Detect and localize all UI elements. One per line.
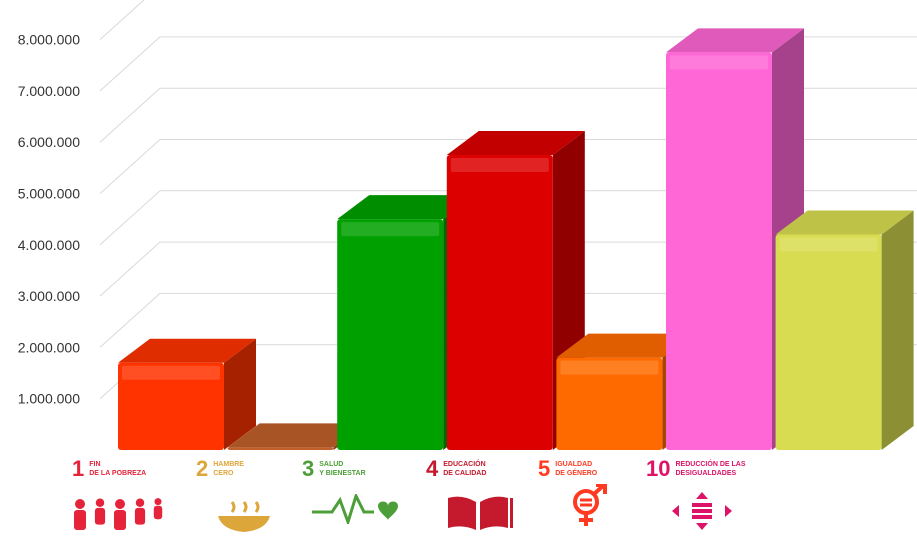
bar-side (881, 210, 914, 450)
gridline (99, 0, 145, 40)
sdg-title-line: EDUCACIÓN (443, 461, 486, 468)
bar-top (337, 195, 476, 220)
heartbeat-icon (312, 491, 402, 529)
y-tick-label: 6.000.000 (18, 134, 80, 150)
bar-front (666, 52, 772, 451)
sdg-number: 2 (196, 456, 209, 481)
sdg-title: HAMBRE CERO (213, 460, 244, 478)
sdg-title: SALUD Y BIENESTAR (319, 460, 365, 478)
sdg-title-line: IGUALDAD (555, 461, 593, 468)
sdg-label: 2 HAMBRE CERO (196, 458, 244, 480)
bar-top (118, 338, 256, 363)
y-tick-label: 1.000.000 (18, 391, 80, 407)
inequality-arrows-icon (670, 492, 734, 535)
sdg-number: 3 (302, 456, 315, 481)
sdg-number: 5 (538, 456, 551, 481)
sdg-label: 10 REDUCCIÓN DE LAS DESIGUALDADES (646, 458, 746, 480)
sdg-title-line: DESIGUALDADES (675, 470, 737, 477)
y-tick-label: 3.000.000 (18, 288, 80, 304)
bar-front (118, 362, 224, 450)
gridline (99, 36, 917, 92)
gridline (99, 241, 917, 297)
sdg-title-line: DE LA POBREZA (89, 470, 147, 477)
bar (775, 210, 914, 450)
bar-front (337, 219, 444, 450)
bowl-icon (214, 498, 274, 539)
sdg-title-line: CERO (213, 470, 234, 477)
gridline (99, 87, 917, 143)
sdg-title-line: SALUD (319, 461, 344, 468)
bar (118, 338, 256, 450)
gridline (99, 139, 917, 194)
bar-side (224, 338, 256, 450)
sdg-title: IGUALDAD DE GÉNERO (555, 460, 597, 478)
bar-highlight (450, 158, 549, 173)
grid-lines (99, 0, 917, 400)
bar-top (446, 131, 585, 156)
book-icon (444, 494, 514, 537)
sdg-title-line: Y BIENESTAR (319, 470, 366, 477)
bar-front (446, 155, 553, 450)
y-tick-label: 4.000.000 (18, 237, 80, 253)
sdg-number: 1 (72, 456, 85, 481)
y-tick-label: 2.000.000 (18, 339, 80, 355)
gridline (99, 190, 917, 246)
bar-highlight (670, 55, 768, 70)
sdg-label: 1 FIN DE LA POBREZA (72, 458, 146, 480)
bar-front (227, 447, 334, 450)
y-axis-ticks: 1.000.000 2.000.000 3.000.000 4.000.000 5.00… (18, 32, 80, 407)
y-tick-label: 8.000.000 (18, 32, 80, 48)
sdg-label: 3 SALUD Y BIENESTAR (302, 458, 366, 480)
sdg-title-line: HAMBRE (213, 461, 244, 468)
bar-front (556, 357, 663, 450)
bar-highlight (779, 237, 878, 252)
bar-top (227, 423, 366, 448)
family-icon (72, 494, 172, 535)
sdg-title-line: REDUCCIÓN DE LAS (675, 461, 746, 468)
sdg-label: 5 IGUALDAD DE GÉNERO (538, 458, 597, 480)
sdg-title: EDUCACIÓN DE CALIDAD (443, 460, 486, 478)
gridline (99, 292, 917, 348)
bar-top (775, 210, 914, 235)
sdg-number: 4 (426, 456, 439, 481)
sdg-title: FIN DE LA POBREZA (89, 460, 146, 478)
gender-equality-icon (566, 483, 610, 533)
bar-front (775, 234, 882, 450)
sdg-label: 4 EDUCACIÓN DE CALIDAD (426, 458, 486, 480)
y-tick-label: 5.000.000 (18, 186, 80, 202)
bar-top (556, 333, 695, 358)
bar-highlight (560, 360, 659, 375)
sdg-title: REDUCCIÓN DE LAS DESIGUALDADES (675, 460, 745, 478)
sdg-title-line: DE CALIDAD (443, 470, 487, 477)
bar-highlight (341, 222, 440, 237)
bars (118, 28, 914, 451)
bar-top (666, 28, 804, 53)
sdg-title-line: DE GÉNERO (555, 470, 598, 477)
y-tick-label: 7.000.000 (18, 83, 80, 99)
bar-highlight (122, 365, 220, 380)
sdg-title-line: FIN (89, 461, 101, 468)
sdg-number: 10 (646, 456, 671, 481)
